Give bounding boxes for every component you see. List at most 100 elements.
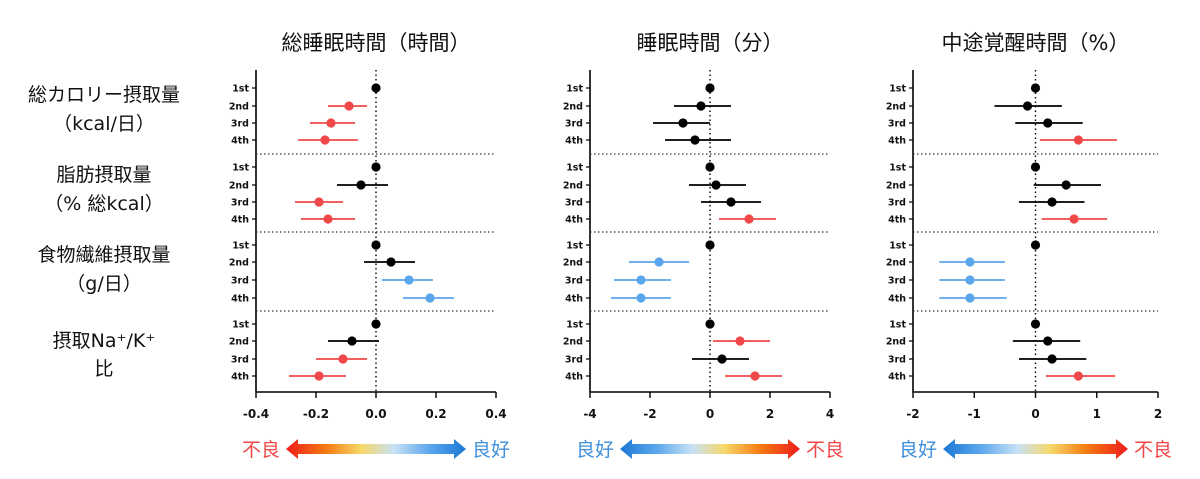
- data-point: [314, 197, 324, 207]
- data-point: [711, 180, 721, 190]
- category-label: 1st: [566, 84, 583, 95]
- x-tick-label: -2: [643, 407, 656, 421]
- data-point: [1047, 197, 1057, 207]
- category-label: 3rd: [565, 198, 583, 209]
- category-label: 2nd: [886, 258, 906, 269]
- panel-2: 睡眠時間（分） -4 -2 0 2 4 1st 2nd 3rd 4th 1st 2nd 3rd 4th 1s…: [563, 31, 844, 461]
- category-label: 4th: [888, 136, 906, 147]
- data-point: [1069, 214, 1079, 224]
- category-label: 4th: [565, 215, 583, 226]
- panels-group: 総睡眠時間（時間） -0.4 -0.2 0.0 0.2 0.4 1st 2nd 3rd 4th 1s…: [229, 31, 1172, 461]
- data-point: [705, 319, 715, 329]
- category-label: 1st: [889, 320, 906, 331]
- category-label: 3rd: [888, 198, 906, 209]
- category-label: 3rd: [231, 276, 249, 287]
- legend-left-label: 不良: [242, 439, 280, 461]
- data-point: [654, 257, 664, 267]
- category-label: 4th: [888, 215, 906, 226]
- data-point: [678, 118, 688, 128]
- row-label-calorie-line2: （kcal/日）: [53, 113, 155, 135]
- data-point: [1043, 336, 1053, 346]
- panel-3: 中途覚醒時間（%） -2 -1 0 1 2 1st 2nd 3rd 4th 1st 2nd 3rd 4th…: [886, 31, 1172, 461]
- category-label: 3rd: [231, 355, 249, 366]
- row-label-fat-line2: （% 総kcal）: [44, 193, 163, 215]
- category-label: 2nd: [563, 337, 583, 348]
- x-tick-label: 1: [1093, 407, 1101, 421]
- data-point: [735, 336, 745, 346]
- legend-gradient-arrow: [620, 439, 800, 459]
- category-label: 3rd: [231, 198, 249, 209]
- category-label: 2nd: [563, 102, 583, 113]
- panel-3-title: 中途覚醒時間（%）: [942, 31, 1130, 55]
- row-label-nak-line1: 摂取Na⁺/K⁺: [53, 330, 156, 352]
- category-label: 1st: [232, 84, 249, 95]
- data-point: [371, 240, 381, 250]
- data-point: [1073, 135, 1083, 145]
- data-point: [750, 371, 760, 381]
- category-label: 1st: [232, 163, 249, 174]
- x-tick-label: -2: [906, 407, 919, 421]
- category-label: 4th: [565, 136, 583, 147]
- category-label: 4th: [231, 215, 249, 226]
- legend-gradient-arrow: [286, 439, 466, 459]
- category-label: 3rd: [888, 355, 906, 366]
- data-point: [965, 275, 975, 285]
- data-point: [1061, 180, 1071, 190]
- data-point: [320, 135, 330, 145]
- data-point: [696, 101, 706, 111]
- data-point: [965, 257, 975, 267]
- x-tick-label: 0: [706, 407, 714, 421]
- category-label: 4th: [565, 294, 583, 305]
- category-label: 4th: [888, 372, 906, 383]
- data-point: [371, 83, 381, 93]
- x-tick-label: 4: [826, 407, 834, 421]
- x-tick-label: 2: [1154, 407, 1162, 421]
- data-point: [1047, 354, 1057, 364]
- data-point: [386, 257, 396, 267]
- data-point: [965, 293, 975, 303]
- category-label: 1st: [566, 163, 583, 174]
- data-point: [1043, 118, 1053, 128]
- data-point: [636, 293, 646, 303]
- category-label: 4th: [231, 136, 249, 147]
- legend-right-label: 良好: [472, 439, 510, 461]
- data-point: [705, 162, 715, 172]
- category-label: 2nd: [886, 181, 906, 192]
- x-tick-label: 0.2: [425, 407, 446, 421]
- data-point: [705, 83, 715, 93]
- category-label: 1st: [889, 241, 906, 252]
- legend-left-label: 良好: [576, 439, 614, 461]
- data-point: [347, 336, 357, 346]
- category-label: 1st: [889, 163, 906, 174]
- category-label: 1st: [232, 241, 249, 252]
- data-point: [326, 118, 336, 128]
- category-label: 3rd: [231, 119, 249, 130]
- data-point: [371, 319, 381, 329]
- panel-1: 総睡眠時間（時間） -0.4 -0.2 0.0 0.2 0.4 1st 2nd 3rd 4th 1s…: [229, 31, 510, 461]
- data-point: [636, 275, 646, 285]
- category-label: 3rd: [888, 119, 906, 130]
- category-label: 2nd: [229, 102, 249, 113]
- data-point: [323, 214, 333, 224]
- data-point: [314, 371, 324, 381]
- category-label: 4th: [231, 294, 249, 305]
- data-point: [744, 214, 754, 224]
- category-label: 3rd: [888, 276, 906, 287]
- row-label-fat-line1: 脂肪摂取量: [56, 164, 151, 186]
- category-label: 4th: [231, 372, 249, 383]
- category-label: 4th: [888, 294, 906, 305]
- data-point: [404, 275, 414, 285]
- category-label: 3rd: [565, 119, 583, 130]
- category-label: 1st: [566, 241, 583, 252]
- data-point: [356, 180, 366, 190]
- panel-1-title: 総睡眠時間（時間）: [282, 31, 471, 55]
- row-label-calorie-line1: 総カロリー摂取量: [28, 84, 180, 106]
- category-label: 3rd: [565, 276, 583, 287]
- data-point: [1073, 371, 1083, 381]
- category-label: 1st: [232, 320, 249, 331]
- category-label: 2nd: [563, 181, 583, 192]
- x-tick-label: -1: [968, 407, 981, 421]
- category-label: 2nd: [886, 337, 906, 348]
- x-tick-label: -4: [583, 407, 596, 421]
